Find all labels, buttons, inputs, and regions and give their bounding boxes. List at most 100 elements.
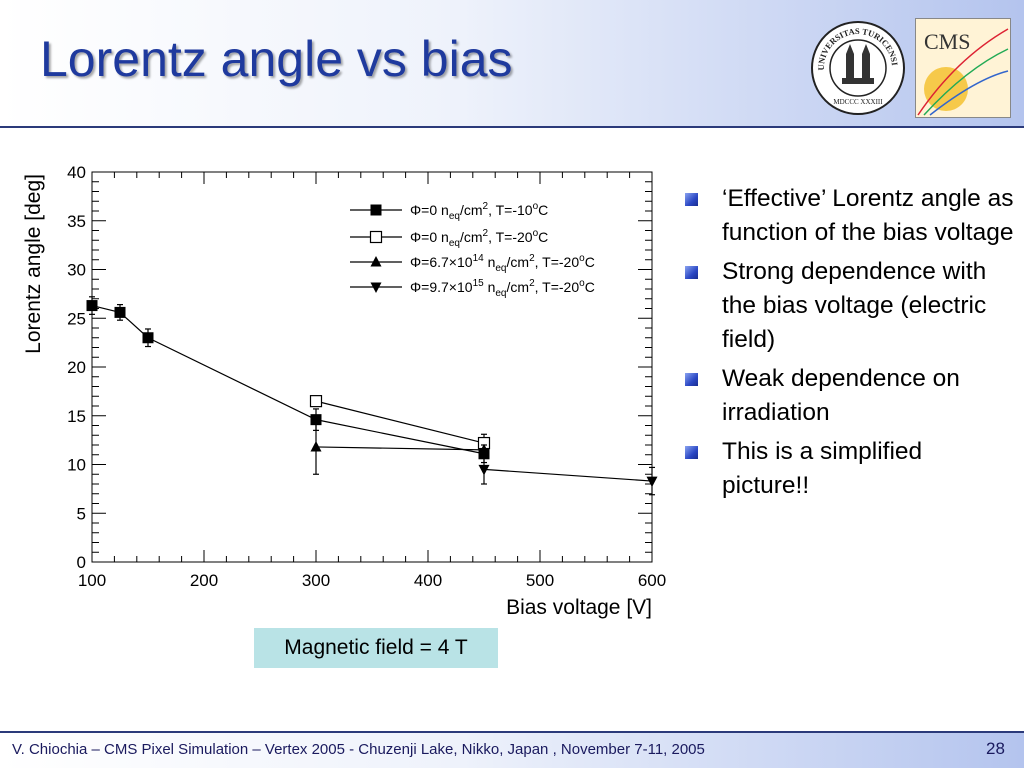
x-tick-label: 100 [78, 571, 106, 590]
data-point [310, 440, 322, 452]
y-tick-label: 40 [67, 163, 86, 182]
data-point [86, 300, 98, 312]
chart-ticks [91, 171, 653, 563]
legend-superscript: o [579, 278, 585, 289]
legend-superscript: o [533, 201, 539, 212]
y-tick-label: 10 [67, 456, 86, 475]
footer-divider [0, 731, 1024, 733]
legend-subscript: eq [495, 288, 506, 299]
legend-entry: Φ=0 neq/cm2, T=-20oC [350, 228, 548, 249]
series-2 [309, 395, 491, 453]
legend-superscript: 14 [473, 253, 485, 264]
bullet-text: Strong dependence with the bias voltage … [722, 258, 987, 353]
legend-text: C [538, 202, 548, 218]
legend-marker [370, 256, 382, 267]
legend-marker [370, 204, 382, 216]
bullet-item: This is a simplified picture!! [685, 435, 1015, 503]
legend-text: , T=-20 [488, 229, 533, 245]
y-axis-label: Lorentz angle [deg] [22, 174, 45, 354]
bullet-item: ‘Effective’ Lorentz angle as function of… [685, 182, 1015, 250]
legend-subscript: eq [449, 238, 460, 249]
legend-text: , T=-20 [535, 254, 580, 270]
data-point [309, 395, 323, 408]
series-line [483, 468, 653, 482]
bullet-square-icon [685, 193, 698, 206]
bullet-text: This is a simplified picture!! [722, 438, 923, 499]
y-tick-label: 30 [67, 261, 86, 280]
legend-superscript: 2 [483, 228, 489, 239]
x-tick-label: 500 [526, 571, 554, 590]
legend-entry: Φ=0 neq/cm2, T=-10oC [350, 201, 548, 222]
legend-superscript: 2 [529, 253, 535, 264]
legend-text: /cm [507, 279, 530, 295]
series-4 [478, 454, 658, 496]
legend-marker [369, 230, 383, 244]
bullet-list: ‘Effective’ Lorentz angle as function of… [685, 182, 1015, 508]
data-series [86, 296, 658, 496]
x-tick-label: 600 [638, 571, 666, 590]
bullet-square-icon [685, 446, 698, 459]
x-tick-label: 400 [414, 571, 442, 590]
legend-superscript: 2 [529, 278, 535, 289]
magnetic-field-note: Magnetic field = 4 T [254, 628, 498, 668]
y-tick-label: 25 [67, 309, 86, 328]
legend-text: n [484, 254, 496, 270]
series-line [315, 400, 485, 444]
bullet-square-icon [685, 373, 698, 386]
y-tick-label: 20 [67, 358, 86, 377]
plot-frame [91, 171, 653, 563]
series-3 [310, 419, 490, 475]
legend-text: /cm [507, 254, 530, 270]
legend-text: /cm [460, 229, 483, 245]
legend-text: /cm [460, 202, 483, 218]
series-line [315, 446, 485, 451]
legend-text: C [585, 279, 595, 295]
data-point [114, 306, 126, 318]
legend-subscript: eq [449, 211, 460, 222]
data-point [478, 443, 490, 455]
x-axis-label: Bias voltage [V] [506, 596, 652, 619]
legend-superscript: o [579, 253, 585, 264]
series-1 [86, 296, 490, 464]
legend-text: C [585, 254, 595, 270]
y-tick-label: 5 [77, 504, 86, 523]
legend-superscript: o [533, 228, 539, 239]
lorentz-angle-chart: 100 200 300 400 500 600 0 5 10 15 20 25 30 35 40 Bias … [22, 163, 666, 619]
tick-labels: 100 200 300 400 500 600 0 5 10 15 20 25 30 35 40 [67, 163, 666, 590]
university-seal-logo: UNIVERSITAS TURICENSIS MDCCC XXXIII [810, 20, 905, 115]
bullet-item: Strong dependence with the bias voltage … [685, 255, 1015, 357]
page-number: 28 [986, 739, 1005, 758]
legend-text: , T=-20 [535, 279, 580, 295]
series-line [91, 304, 485, 455]
legend-label: Φ=6.7×1014 neq/cm2, T=-20oC [410, 253, 595, 274]
legend-text: , T=-10 [488, 202, 533, 218]
slide-title: Lorentz angle vs bias [40, 31, 513, 87]
legend-text: Φ=9.7×10 [410, 279, 473, 295]
cms-logo: CMS [915, 18, 1011, 118]
legend-superscript: 15 [473, 278, 485, 289]
legend-text: Φ=0 n [410, 202, 449, 218]
legend-entry: Φ=6.7×1014 neq/cm2, T=-20oC [350, 253, 595, 274]
bullet-item: Weak dependence on irradiation [685, 362, 1015, 430]
x-tick-label: 300 [302, 571, 330, 590]
x-tick-label: 200 [190, 571, 218, 590]
legend-subscript: eq [495, 263, 506, 274]
y-tick-label: 15 [67, 407, 86, 426]
data-point [478, 464, 490, 476]
legend-label: Φ=0 neq/cm2, T=-20oC [410, 228, 548, 249]
legend-marker [370, 282, 382, 293]
legend-text: n [484, 279, 496, 295]
legend-superscript: 2 [483, 201, 489, 212]
header-divider [0, 126, 1024, 128]
bullet-text: ‘Effective’ Lorentz angle as function of… [722, 185, 1014, 246]
legend-entry: Φ=9.7×1015 neq/cm2, T=-20oC [350, 278, 595, 299]
legend-label: Φ=0 neq/cm2, T=-10oC [410, 201, 548, 222]
footer-background [0, 733, 1024, 768]
legend-text: Φ=0 n [410, 229, 449, 245]
bullet-square-icon [685, 266, 698, 279]
cms-logo-text: CMS [924, 29, 970, 54]
legend-label: Φ=9.7×1015 neq/cm2, T=-20oC [410, 278, 595, 299]
seal-year: MDCCC XXXIII [833, 98, 883, 106]
y-tick-label: 0 [77, 553, 86, 572]
